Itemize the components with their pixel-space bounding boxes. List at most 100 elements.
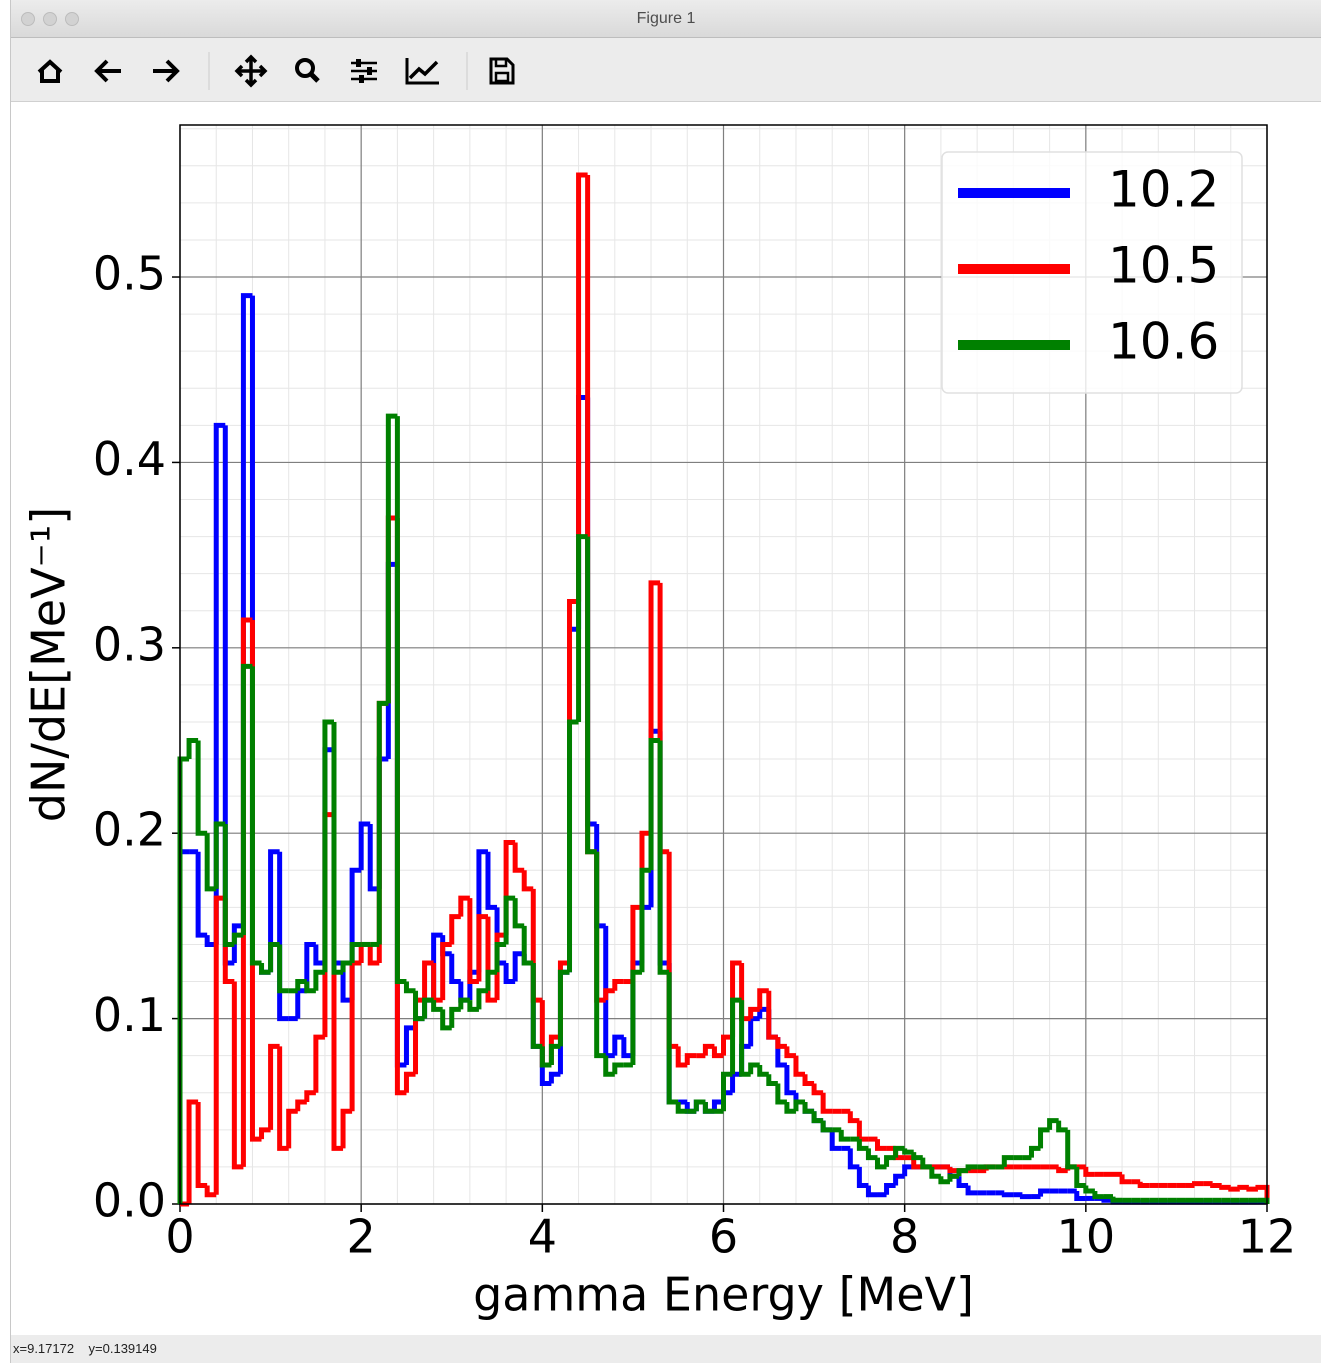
histogram-step [512, 951, 525, 982]
histogram-step [1092, 1191, 1104, 1200]
histogram-step [313, 969, 325, 991]
configure-button[interactable] [351, 59, 377, 83]
histogram-step [521, 870, 534, 892]
histogram-step [195, 740, 208, 836]
histogram-step [304, 1090, 316, 1103]
histogram-step [340, 960, 353, 973]
histogram-step [1074, 1166, 1086, 1188]
histogram-step [367, 944, 380, 966]
histogram-step [394, 416, 407, 985]
histogram-step [576, 534, 588, 722]
histogram-step [847, 1111, 860, 1124]
home-button[interactable] [37, 59, 63, 83]
title-bar: Figure 1 [11, 0, 1321, 38]
histogram-step [213, 895, 226, 1195]
histogram-step [313, 944, 325, 966]
x-tick-label: 10 [1057, 1210, 1116, 1264]
histogram-step [1237, 1184, 1249, 1190]
histogram-series [177, 413, 1270, 1204]
histogram-step [295, 1099, 307, 1112]
histogram-step [829, 1129, 842, 1151]
x-tick-label: 0 [165, 1210, 194, 1264]
histogram-step [295, 988, 307, 1019]
histogram-step [603, 925, 615, 1059]
histogram-step [403, 1071, 416, 1093]
histogram-step [639, 867, 652, 973]
histogram-step [630, 969, 642, 1065]
y-axis-label: dN/dE[MeV⁻¹] [22, 507, 76, 822]
histogram-step [748, 1006, 760, 1019]
histogram-step [304, 941, 316, 991]
close-button[interactable] [21, 12, 35, 26]
histogram-step [521, 925, 534, 966]
histogram-step [675, 1102, 688, 1114]
histogram-step [856, 1166, 869, 1188]
histogram-step [702, 1102, 715, 1114]
back-button[interactable] [94, 59, 121, 83]
histogram-step [349, 960, 362, 1112]
histogram-step [748, 1016, 760, 1047]
histogram-step [956, 1176, 969, 1188]
histogram-step [277, 851, 289, 1022]
edit-axis-button[interactable] [405, 58, 439, 85]
histogram-step [1228, 1186, 1240, 1192]
y-tick-label: 0.4 [93, 432, 166, 486]
legend-label: 10.5 [1108, 237, 1219, 295]
histogram-step [702, 1043, 715, 1056]
histogram-step [195, 851, 208, 938]
histogram-step [268, 1043, 280, 1130]
histogram-step [403, 1025, 416, 1065]
histogram-step [621, 1037, 633, 1059]
histogram-step [222, 823, 235, 947]
histogram-step [1210, 1182, 1222, 1188]
y-tick-label: 0.3 [93, 617, 166, 671]
histogram-step [757, 988, 769, 1010]
histogram-step [476, 914, 488, 982]
save-button[interactable] [489, 57, 515, 85]
x-tick-label: 8 [890, 1210, 919, 1264]
legend-label: 10.6 [1108, 313, 1219, 371]
histogram-step [1001, 1155, 1014, 1167]
histogram-step [902, 1148, 914, 1155]
histogram-step [467, 1000, 479, 1012]
histogram-step [494, 932, 507, 1001]
histogram-step [367, 823, 380, 892]
histogram-step [231, 981, 244, 1170]
histogram-step [1038, 1188, 1050, 1197]
histogram-step [1001, 1192, 1014, 1198]
histogram-step [231, 923, 244, 963]
histogram-step [612, 979, 624, 991]
histogram-step [476, 988, 488, 1010]
histogram-step [811, 1083, 824, 1096]
histogram-step [802, 1102, 815, 1114]
histogram-step [277, 1046, 289, 1151]
forward-button[interactable] [153, 59, 180, 83]
histogram-step [603, 988, 615, 1001]
histogram-step [865, 1185, 878, 1198]
histogram-step [186, 738, 199, 760]
histogram-step [567, 719, 579, 973]
zoom-button[interactable] [65, 12, 79, 26]
histogram-step [494, 941, 507, 973]
y-tick-label: 0.5 [93, 247, 166, 301]
histogram-step [648, 738, 661, 871]
histogram-step [467, 898, 479, 985]
histogram-step [485, 969, 498, 991]
minimize-button[interactable] [43, 12, 57, 26]
zoom-rect-button[interactable] [295, 58, 320, 83]
histogram-step [865, 1148, 878, 1161]
histogram-step [811, 1111, 824, 1124]
histogram-step [313, 1034, 325, 1093]
histogram-step [1246, 1186, 1258, 1192]
histogram-step [304, 981, 316, 994]
legend-label: 10.2 [1108, 161, 1219, 219]
histogram-step [431, 1000, 443, 1012]
histogram-step [874, 1157, 887, 1170]
pan-button[interactable] [234, 54, 268, 88]
histogram-step [793, 1055, 806, 1077]
legend-box [941, 151, 1243, 394]
histogram-step [684, 1053, 697, 1065]
histogram-step [874, 1139, 887, 1151]
histogram-step [666, 972, 679, 1105]
histogram-step [539, 1046, 552, 1068]
